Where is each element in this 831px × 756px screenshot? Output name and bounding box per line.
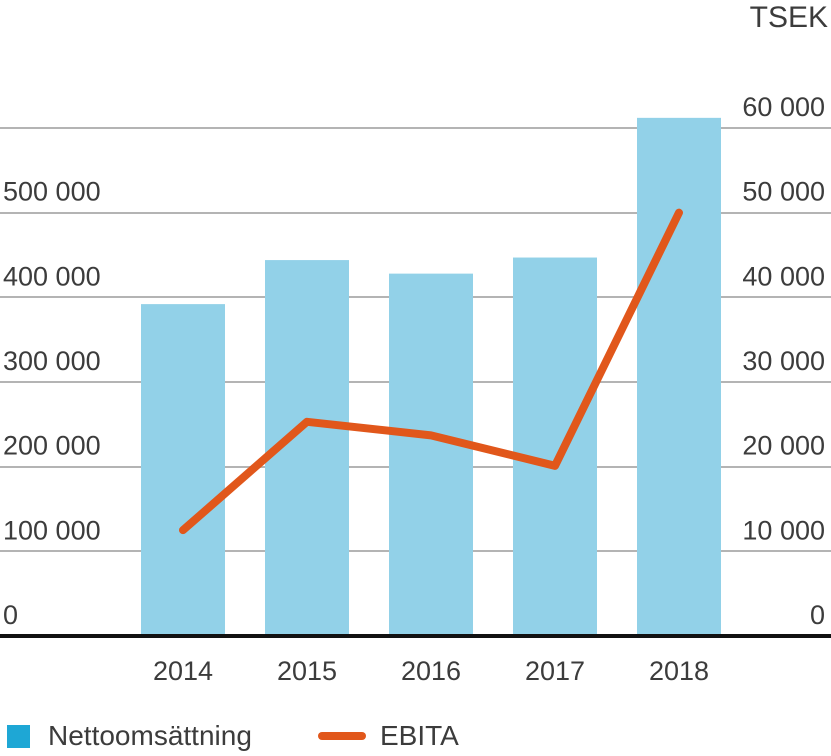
legend-swatch-line <box>318 732 366 740</box>
right-tick-label-4: 40 000 <box>742 261 825 291</box>
left-tick-label-0: 0 <box>3 600 18 630</box>
legend-item-nettoomsattning: Nettoomsättning <box>0 716 252 756</box>
right-tick-label-6: 60 000 <box>742 92 825 122</box>
left-tick-label-4: 400 000 <box>3 261 101 291</box>
left-tick-label-3: 300 000 <box>3 346 101 376</box>
right-tick-label-1: 10 000 <box>742 515 825 545</box>
x-tick-label-2016: 2016 <box>401 656 461 686</box>
bar-2016 <box>389 273 473 636</box>
bar-2014 <box>141 304 225 636</box>
combo-chart: 0 100 000 200 000 300 000 400 000 500 000 0 10… <box>0 1 831 686</box>
line-series-ebita <box>179 208 683 535</box>
bar-2017 <box>513 257 597 636</box>
bar-2018 <box>637 117 721 637</box>
right-axis-tick-labels: 0 10 000 20 000 30 000 40 000 50 000 60 000 <box>742 92 825 630</box>
x-axis-tick-labels: 2014 2015 2016 2017 2018 <box>153 656 709 686</box>
right-tick-label-5: 50 000 <box>742 177 825 207</box>
legend: Nettoomsättning EBITA <box>0 716 831 756</box>
left-tick-label-5: 500 000 <box>3 177 101 207</box>
legend-item-ebita: EBITA <box>318 716 459 756</box>
legend-label-nettoomsattning: Nettoomsättning <box>48 720 252 751</box>
left-tick-label-2: 200 000 <box>3 431 101 461</box>
legend-label-ebita: EBITA <box>380 720 459 751</box>
right-tick-label-0: 0 <box>810 600 825 630</box>
left-tick-label-1: 100 000 <box>3 515 101 545</box>
bar-series-nettoomsattning <box>141 117 721 637</box>
x-tick-label-2014: 2014 <box>153 656 213 686</box>
left-axis-tick-labels: 0 100 000 200 000 300 000 400 000 500 000 <box>3 177 101 630</box>
right-tick-label-3: 30 000 <box>742 346 825 376</box>
x-tick-label-2018: 2018 <box>649 656 709 686</box>
right-tick-label-2: 20 000 <box>742 431 825 461</box>
unit-label: TSEK <box>750 1 828 34</box>
x-tick-label-2015: 2015 <box>277 656 337 686</box>
x-tick-label-2017: 2017 <box>525 656 585 686</box>
legend-swatch-bar <box>7 724 30 748</box>
